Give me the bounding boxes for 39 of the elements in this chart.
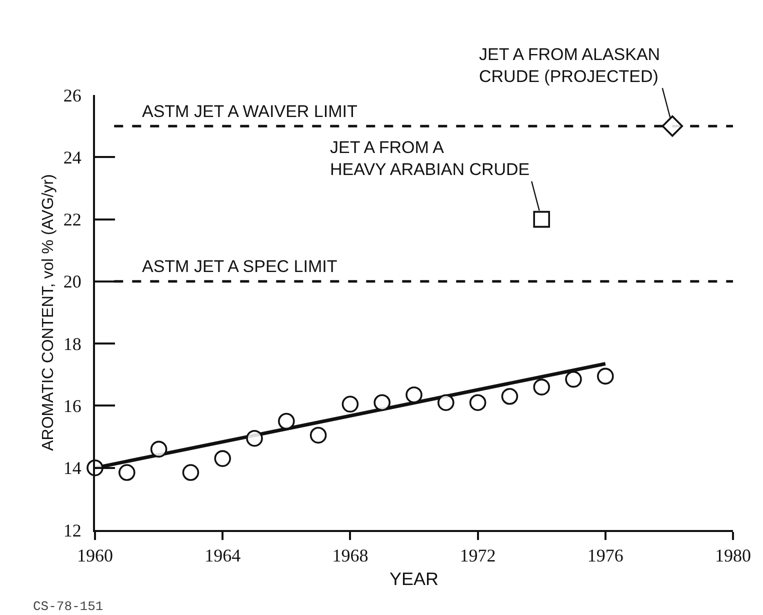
annotation: JET A FROM ALASKAN CRUDE (PROJECTED) xyxy=(479,45,660,86)
point xyxy=(565,370,582,388)
y-tick-label: 20 xyxy=(63,272,82,292)
point xyxy=(214,450,231,467)
x-tick-label: 1964 xyxy=(204,546,241,566)
point xyxy=(533,210,550,228)
x-tick-label: 1976 xyxy=(587,546,624,566)
point xyxy=(278,412,295,430)
y-tick-label: 24 xyxy=(63,147,82,168)
point xyxy=(182,464,200,481)
point xyxy=(406,386,422,404)
x-tick-label: 1968 xyxy=(332,546,368,566)
y-tick-label: 14 xyxy=(63,458,82,478)
point xyxy=(501,388,518,405)
point xyxy=(118,464,136,481)
point xyxy=(533,378,550,396)
point xyxy=(150,440,168,458)
ref-line-label: ASTM JET A WAIVER LIMIT xyxy=(142,102,358,121)
text: CS-78-151 xyxy=(33,599,104,614)
point xyxy=(597,368,614,385)
y-tick-label: 12 xyxy=(63,520,82,540)
y-tick-label: 22 xyxy=(63,210,82,230)
y-tick-label: 26 xyxy=(63,85,82,106)
y-tick-label: 16 xyxy=(63,396,82,416)
point xyxy=(438,394,454,412)
x-tick-label: 1972 xyxy=(460,546,496,566)
ref-line-label: ASTM JET A SPEC LIMIT xyxy=(142,257,338,276)
point xyxy=(374,394,390,412)
y-tick-label: 18 xyxy=(63,334,82,354)
point xyxy=(662,115,684,137)
annotation: JET A FROM A HEAVY ARABIAN CRUDE xyxy=(330,138,530,180)
y-axis-title: AROMATIC CONTENT, vol % (AVG/yr) xyxy=(40,174,57,451)
point xyxy=(246,430,263,447)
point xyxy=(342,396,359,413)
x-axis-title: YEAR xyxy=(389,569,439,590)
point xyxy=(469,394,486,412)
x-tick-label: 1980 xyxy=(715,546,751,566)
x-tick-label: 1960 xyxy=(77,546,113,566)
point xyxy=(310,426,327,444)
